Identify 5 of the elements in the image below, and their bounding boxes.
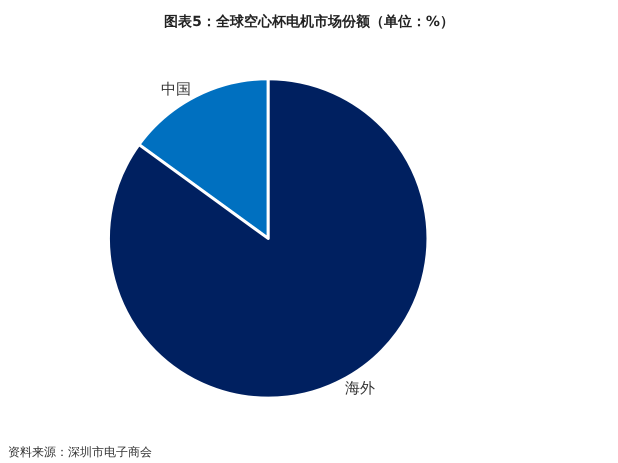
chart-title: 图表5：全球空心杯电机市场份额（单位：%）	[164, 13, 454, 30]
slice-label: 海外	[345, 378, 376, 397]
text: 资料来源：深圳市电子商会	[8, 445, 152, 459]
pie-slice	[106, 77, 430, 400]
slice-label: 中国	[161, 80, 192, 98]
